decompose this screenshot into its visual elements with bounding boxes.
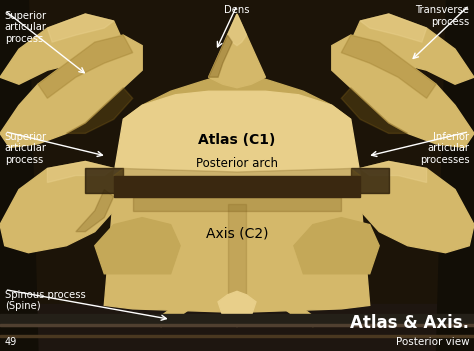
Bar: [0, 318, 474, 326]
Polygon shape: [341, 35, 436, 98]
Polygon shape: [47, 14, 114, 42]
Polygon shape: [156, 291, 209, 326]
Polygon shape: [209, 35, 232, 77]
Bar: [0, 314, 474, 325]
Polygon shape: [436, 0, 474, 351]
Polygon shape: [209, 14, 265, 88]
Polygon shape: [95, 218, 180, 274]
Polygon shape: [76, 190, 114, 232]
Polygon shape: [351, 168, 389, 193]
Text: Posterior view: Posterior view: [396, 338, 469, 347]
Text: Posterior arch: Posterior arch: [196, 157, 278, 170]
Polygon shape: [47, 161, 114, 183]
Bar: [0, 324, 474, 326]
Polygon shape: [360, 14, 427, 42]
Bar: [0, 335, 474, 337]
Text: Spinous process
(Spine): Spinous process (Spine): [5, 290, 85, 311]
Polygon shape: [133, 197, 341, 211]
Text: Atlas & Axis.: Atlas & Axis.: [350, 314, 469, 332]
Polygon shape: [0, 14, 123, 84]
Text: 49: 49: [5, 338, 17, 347]
Polygon shape: [0, 0, 38, 351]
Polygon shape: [114, 168, 360, 190]
Text: Inferior
articular
processes: Inferior articular processes: [419, 132, 469, 165]
Text: Axis (C2): Axis (C2): [206, 226, 268, 240]
Polygon shape: [180, 284, 294, 302]
Polygon shape: [294, 218, 379, 274]
Polygon shape: [218, 291, 256, 326]
Polygon shape: [85, 168, 123, 193]
Polygon shape: [114, 176, 360, 197]
Polygon shape: [38, 35, 133, 98]
Text: Transverse
process: Transverse process: [415, 5, 469, 27]
Text: Atlas (C1): Atlas (C1): [198, 133, 276, 147]
Polygon shape: [114, 91, 360, 190]
Polygon shape: [123, 70, 351, 119]
Polygon shape: [360, 161, 427, 183]
Text: Dens: Dens: [224, 5, 250, 15]
Polygon shape: [265, 291, 318, 326]
Polygon shape: [104, 193, 370, 312]
Polygon shape: [0, 35, 142, 147]
Polygon shape: [228, 14, 246, 46]
Text: Superior
articular
process: Superior articular process: [5, 132, 47, 165]
Polygon shape: [142, 95, 332, 116]
Polygon shape: [66, 88, 133, 133]
Polygon shape: [0, 161, 123, 253]
Bar: [0, 304, 474, 351]
Polygon shape: [332, 35, 474, 147]
Polygon shape: [341, 88, 408, 133]
Polygon shape: [351, 14, 474, 84]
Polygon shape: [351, 161, 474, 253]
Polygon shape: [228, 204, 246, 305]
Text: Superior
articular
process: Superior articular process: [5, 11, 47, 44]
